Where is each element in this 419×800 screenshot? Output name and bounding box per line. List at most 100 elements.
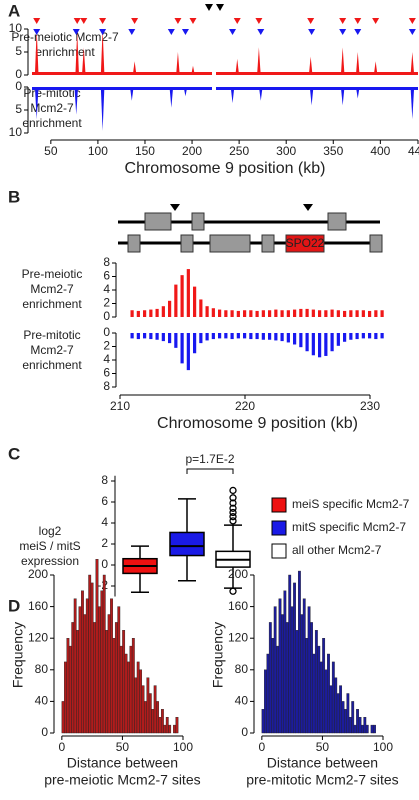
bar: [73, 598, 77, 734]
bar: [66, 638, 70, 734]
axis-label: Pre-meiotic Mcm2-7: [11, 30, 119, 44]
bar: [199, 333, 203, 344]
bar: [205, 306, 209, 317]
gene-diagram: SPO22: [118, 204, 383, 253]
bar: [293, 333, 297, 345]
peak: [176, 52, 180, 75]
axis-label: enrichment: [22, 116, 82, 130]
bar: [331, 661, 335, 734]
bar: [343, 333, 347, 342]
y-tick-label: 4: [103, 352, 110, 366]
y-tick-label: 8: [101, 473, 108, 487]
peak: [183, 87, 188, 97]
bar: [324, 333, 328, 356]
bar: [261, 310, 265, 317]
bar: [122, 630, 126, 734]
bar: [336, 310, 340, 317]
axis-label: meiS / mitS: [19, 539, 80, 553]
y-tick-label: 4: [103, 282, 110, 296]
bar: [119, 645, 123, 734]
site-marker: [128, 29, 136, 35]
x-tick-label: 0: [59, 740, 66, 754]
bar: [307, 606, 311, 734]
bar: [186, 333, 190, 371]
outlier: [229, 494, 237, 502]
y-tick-label: 4: [101, 515, 108, 529]
site-marker: [181, 29, 189, 35]
gene: [261, 234, 275, 253]
site-marker: [72, 29, 80, 35]
bar: [64, 661, 67, 734]
bar: [161, 333, 165, 342]
bar: [336, 693, 340, 734]
bar: [107, 614, 111, 734]
bar: [305, 333, 309, 352]
bar: [85, 598, 89, 734]
bar: [136, 661, 140, 734]
bar: [305, 308, 309, 317]
site-marker: [339, 18, 347, 24]
outlier: [229, 508, 237, 517]
bar: [155, 308, 159, 317]
bar: [249, 310, 253, 317]
x-tick-label: 200: [182, 144, 202, 158]
x-tick-label: 100: [373, 740, 393, 754]
y-tick-label: 8: [103, 379, 110, 393]
bar: [353, 724, 357, 734]
bar: [380, 333, 384, 339]
outlier: [229, 504, 237, 512]
site-marker: [303, 204, 313, 211]
bar: [311, 333, 315, 356]
bar: [186, 269, 190, 317]
peak: [309, 87, 314, 106]
site-marker: [33, 18, 41, 24]
bar: [230, 310, 234, 317]
panel-label: B: [8, 187, 20, 206]
site-marker: [257, 29, 265, 35]
bar: [380, 310, 384, 317]
bar: [224, 333, 228, 339]
bar: [61, 701, 65, 734]
site-marker: [408, 18, 416, 24]
bar: [180, 333, 184, 364]
bar: [360, 724, 364, 734]
site-marker: [73, 18, 81, 24]
x-tick-label: 300: [276, 144, 296, 158]
bar: [199, 299, 203, 317]
bar: [314, 630, 318, 734]
y-tick-label: 2: [103, 296, 110, 310]
peak: [132, 61, 137, 75]
bar: [127, 661, 130, 734]
peak: [34, 29, 39, 75]
panel-label: C: [8, 444, 20, 463]
bar: [281, 614, 284, 734]
bar: [165, 717, 169, 734]
gene: [144, 212, 172, 231]
x-tick-label: 250: [229, 144, 249, 158]
bar: [297, 570, 301, 734]
bar: [295, 630, 299, 734]
peak: [410, 87, 415, 120]
bar: [93, 622, 96, 734]
y-tick-label: 80: [35, 662, 49, 676]
bar: [174, 284, 178, 317]
bar: [130, 333, 134, 339]
bar: [290, 606, 294, 734]
bar: [276, 645, 280, 734]
site-marker: [354, 18, 362, 24]
legend-label: all other Mcm2-7: [292, 543, 382, 557]
bar: [243, 333, 247, 339]
peak: [355, 52, 360, 75]
y-tick-label: 0: [103, 309, 110, 323]
bar: [268, 622, 272, 734]
bar: [146, 677, 150, 734]
bar: [318, 333, 322, 358]
bar: [149, 333, 153, 340]
site-marker: [408, 29, 416, 35]
bar: [143, 333, 147, 339]
legend-swatch: [271, 497, 287, 513]
bar: [374, 333, 378, 340]
y-axis-title: Frequency: [10, 622, 26, 688]
bar: [243, 310, 247, 317]
